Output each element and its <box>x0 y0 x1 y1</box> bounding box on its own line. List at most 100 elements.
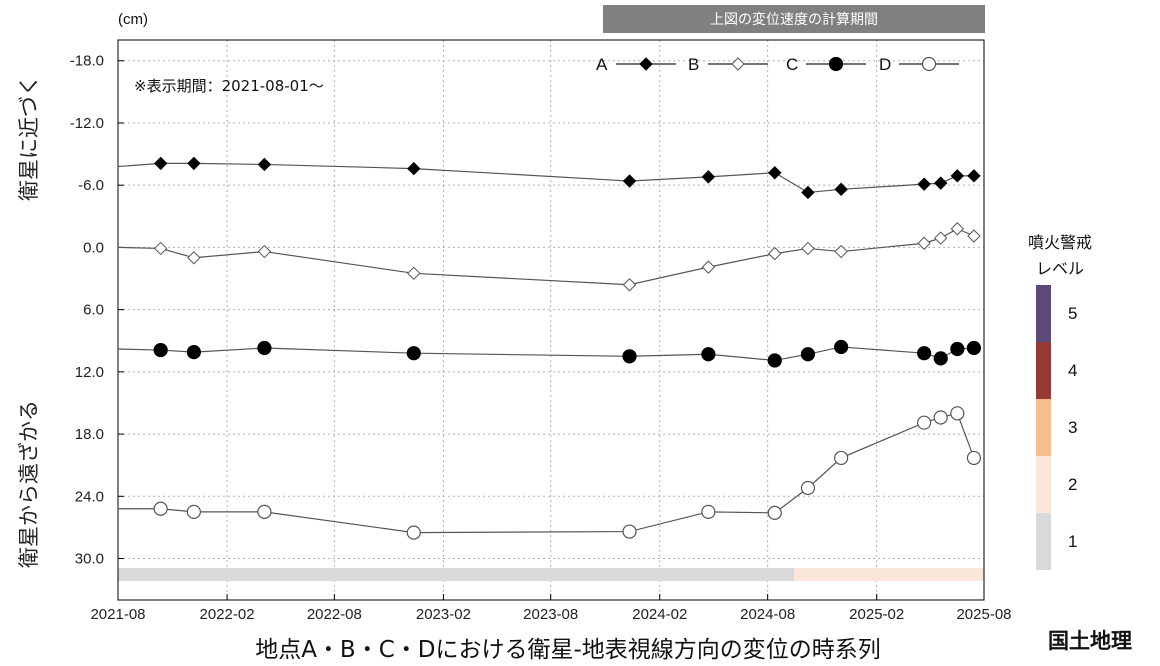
series-B-point <box>407 266 421 281</box>
alert-level-label-1: 1 <box>1068 532 1077 551</box>
alert-band-level-2 <box>794 568 984 581</box>
series-D-point <box>186 504 201 519</box>
series-C-point <box>257 340 272 356</box>
series-C-point <box>800 347 816 362</box>
series-D-point <box>966 450 982 466</box>
legend-marker-C <box>828 56 844 72</box>
calculation-period-banner <box>603 5 985 33</box>
series-C-point <box>966 340 982 356</box>
alert-level-band <box>118 568 984 581</box>
x-tick-label: 2022-02 <box>200 606 255 623</box>
series-D-line <box>118 412 975 534</box>
legend-marker-A <box>639 57 653 71</box>
series-A-point <box>934 176 948 190</box>
series-A-point <box>967 169 981 183</box>
y-tick-label: -12.0 <box>70 115 104 132</box>
legend-label-B: B <box>688 55 699 74</box>
x-tick-label: 2025-08 <box>956 606 1011 623</box>
series-D-point <box>800 480 816 496</box>
legend-marker-B <box>731 57 745 71</box>
alert-level-label-2: 2 <box>1068 475 1077 494</box>
series-A-point <box>950 169 965 183</box>
series-A-point <box>834 182 848 197</box>
x-tick-label: 2023-02 <box>416 606 471 623</box>
calculation-period-banner-text: 上図の変位速度の計算期間 <box>710 11 878 28</box>
x-axis-ticks: 2021-08 2022-02 2022-08 2023-02 2023-08 2024-… <box>90 594 1012 623</box>
alert-level-swatch-3 <box>1036 399 1051 456</box>
alert-legend-title-line2: レベル <box>1036 259 1084 278</box>
data-series <box>117 156 982 540</box>
series-A-point <box>153 156 168 171</box>
series-C-point <box>153 342 168 358</box>
y-tick-label: 30.0 <box>75 551 104 568</box>
x-tick-label: 2021-08 <box>90 606 145 623</box>
series-C-point <box>767 353 782 368</box>
x-tick-label: 2024-02 <box>632 606 687 623</box>
series-D-point <box>701 504 716 519</box>
y-tick-label: 12.0 <box>75 364 104 381</box>
alert-level-swatch-1 <box>1036 513 1051 570</box>
series-D <box>118 406 982 540</box>
series-A-point <box>622 174 637 188</box>
legend-label-A: A <box>596 55 608 74</box>
alert-level-label-3: 3 <box>1068 418 1077 437</box>
series-D-point <box>257 504 272 519</box>
series-C-point <box>701 347 716 362</box>
alert-band-level-1 <box>118 568 795 581</box>
series-B-point <box>701 260 716 274</box>
y-tick-label: 24.0 <box>75 488 104 505</box>
series-A-point <box>701 170 716 184</box>
series-D-point <box>622 524 637 539</box>
series-C-point <box>406 346 421 361</box>
series-D-point <box>406 525 421 540</box>
y-axis-title-away: 衛星から遠ざかる <box>17 400 41 568</box>
series-B-point <box>153 241 168 256</box>
y-tick-label: 6.0 <box>83 302 104 319</box>
series-A-point <box>801 185 815 200</box>
alert-level-swatch-2 <box>1036 456 1051 513</box>
alert-level-swatch-5 <box>1036 285 1051 342</box>
y-tick-label: -6.0 <box>78 177 104 194</box>
series-B-point <box>834 244 848 259</box>
y-axis-title-toward: 衛星に近づく <box>17 75 41 201</box>
series-B-point <box>187 251 201 265</box>
series-B-point <box>917 236 931 250</box>
series-B-point <box>934 231 948 245</box>
series-A-point <box>407 161 421 176</box>
alert-level-swatch-4 <box>1036 342 1051 399</box>
series-D-point <box>933 410 948 425</box>
alert-level-label-5: 5 <box>1068 304 1077 323</box>
series-B <box>117 222 981 292</box>
y-unit-label: (cm) <box>118 11 148 28</box>
legend-label-C: C <box>786 55 798 74</box>
series-B-point <box>622 278 637 292</box>
series-A-point <box>257 157 272 172</box>
display-period-note: ※表示期間：2021-08-01～ <box>134 77 324 95</box>
series-C-point <box>186 345 201 360</box>
x-tick-label: 2024-08 <box>740 606 795 623</box>
series-A <box>117 156 981 200</box>
series-B-point <box>967 229 981 243</box>
alert-level-scale: 5 4 3 2 1 <box>1036 285 1077 570</box>
series-C-point <box>917 346 932 361</box>
series-D-point <box>950 406 965 421</box>
legend-label-D: D <box>879 55 891 74</box>
x-tick-label: 2023-08 <box>523 606 578 623</box>
y-axis-ticks: -18.0 -12.0 -6.0 0.0 6.0 12.0 18.0 24.0 30.0 <box>70 53 124 568</box>
series-D-point <box>153 501 168 516</box>
series-legend: A B C D <box>596 55 959 74</box>
series-A-point <box>768 166 782 180</box>
chart-caption: 地点A・B・C・Dにおける衛星-地表視線方向の変位の時系列 <box>255 637 881 663</box>
series-A-point <box>917 177 931 191</box>
series-B-point <box>257 244 272 259</box>
grid-lines <box>118 40 984 600</box>
series-B-point <box>801 241 815 256</box>
series-B-point <box>768 246 782 261</box>
alert-level-label-4: 4 <box>1068 361 1077 380</box>
y-tick-label: -18.0 <box>70 53 104 70</box>
alert-legend-title-line1: 噴火警戒 <box>1028 233 1092 252</box>
series-D-point <box>767 505 782 520</box>
gsi-brand-text: 国土地理 <box>1048 629 1132 653</box>
series-A-point <box>187 156 201 171</box>
